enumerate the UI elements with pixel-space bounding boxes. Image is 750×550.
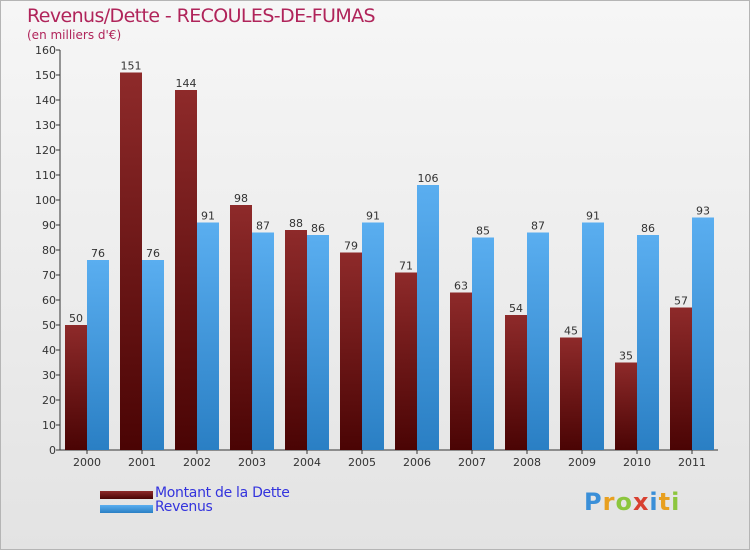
bar-dette: [175, 90, 197, 450]
bar-dette: [560, 337, 582, 450]
value-label-dette: 45: [564, 325, 578, 338]
value-label-dette: 151: [121, 60, 142, 73]
value-label-dette: 54: [509, 302, 523, 315]
y-tick-label: 30: [42, 369, 56, 382]
x-tick-label: 2011: [678, 456, 706, 469]
bars: [65, 72, 714, 450]
bar-dette: [615, 362, 637, 450]
value-labels: 50 76 151 76 144 91 98 87 88 86 79 91 71 106 63 85 54 87 4…: [69, 60, 710, 363]
x-tick-label: 2002: [183, 456, 211, 469]
bar-revenus: [637, 235, 659, 450]
bar-dette: [340, 252, 362, 450]
value-label-dette: 79: [344, 240, 358, 253]
value-label-dette: 88: [289, 217, 303, 230]
axes: 0 10 20 30 40 50 60 70 80 90 100 110 120 130 140 150 160…: [35, 44, 718, 469]
value-label-revenus: 91: [366, 210, 380, 223]
logo-letter: x: [632, 488, 650, 516]
value-label-dette: 57: [674, 295, 688, 308]
value-label-dette: 71: [399, 260, 413, 273]
y-tick-label: 90: [42, 219, 56, 232]
x-tick-label: 2004: [293, 456, 321, 469]
y-tick-label: 160: [35, 44, 56, 57]
y-tick-label: 60: [42, 294, 56, 307]
bar-revenus: [362, 222, 384, 450]
y-tick-label: 40: [42, 344, 56, 357]
bar-revenus: [472, 237, 494, 450]
bar-revenus: [307, 235, 329, 450]
y-tick-label: 130: [35, 119, 56, 132]
bar-revenus: [527, 232, 549, 450]
value-label-revenus: 87: [531, 220, 545, 233]
bar-dette: [120, 72, 142, 450]
value-label-revenus: 106: [418, 172, 439, 185]
y-tick-label: 150: [35, 69, 56, 82]
bar-dette: [285, 230, 307, 450]
x-tick-label: 2008: [513, 456, 541, 469]
chart-subtitle: (en milliers d'€): [27, 28, 122, 42]
bar-revenus: [87, 260, 109, 450]
x-tick-label: 2003: [238, 456, 266, 469]
y-tick-label: 50: [42, 319, 56, 332]
bar-revenus: [197, 222, 219, 450]
y-tick-label: 140: [35, 94, 56, 107]
logo-letter: t: [658, 488, 672, 516]
y-tick-label: 80: [42, 244, 56, 257]
value-label-dette: 98: [234, 192, 248, 205]
logo-letter: i: [649, 488, 659, 516]
bar-dette: [230, 205, 252, 450]
bar-dette: [450, 292, 472, 450]
value-label-dette: 50: [69, 312, 83, 325]
y-tick-label: 120: [35, 144, 56, 157]
x-tick-label: 2001: [128, 456, 156, 469]
logo-letter: r: [602, 488, 616, 516]
value-label-dette: 63: [454, 280, 468, 293]
legend-label-dette: Montant de la Dette: [155, 485, 290, 501]
y-tick-label: 10: [42, 419, 56, 432]
bar-revenus: [692, 217, 714, 450]
bar-revenus: [582, 222, 604, 450]
logo-letter: P: [584, 488, 603, 516]
value-label-revenus: 86: [641, 222, 655, 235]
value-label-dette: 144: [176, 77, 197, 90]
value-label-revenus: 91: [586, 210, 600, 223]
logo-letter: o: [615, 488, 633, 516]
x-tick-label: 2000: [73, 456, 101, 469]
y-tick-label: 110: [35, 169, 56, 182]
value-label-dette: 35: [619, 350, 633, 363]
x-tick-label: 2007: [458, 456, 486, 469]
y-tick-label: 20: [42, 394, 56, 407]
bar-dette: [65, 325, 87, 450]
bar-dette: [505, 315, 527, 450]
x-tick-label: 2010: [623, 456, 651, 469]
y-tick-label: 100: [35, 194, 56, 207]
legend-swatch-dette: [100, 491, 153, 499]
value-label-revenus: 86: [311, 222, 325, 235]
value-label-revenus: 93: [696, 205, 710, 218]
proxiti-logo: Proxiti: [584, 488, 680, 516]
chart-title: Revenus/Dette - RECOULES-DE-FUMAS: [27, 5, 376, 27]
value-label-revenus: 85: [476, 225, 490, 238]
bar-dette: [395, 272, 417, 450]
legend-label-revenus: Revenus: [155, 499, 213, 515]
bar-revenus: [252, 232, 274, 450]
bar-revenus: [142, 260, 164, 450]
legend-swatch-revenus: [100, 505, 153, 513]
value-label-revenus: 91: [201, 210, 215, 223]
y-tick-label: 70: [42, 269, 56, 282]
value-label-revenus: 87: [256, 220, 270, 233]
x-tick-label: 2005: [348, 456, 376, 469]
x-tick-label: 2009: [568, 456, 596, 469]
bar-dette: [670, 307, 692, 450]
bar-revenus: [417, 185, 439, 450]
value-label-revenus: 76: [91, 247, 105, 260]
x-tick-label: 2006: [403, 456, 431, 469]
value-label-revenus: 76: [146, 247, 160, 260]
logo-letter: i: [671, 488, 681, 516]
y-tick-label: 0: [49, 444, 56, 457]
